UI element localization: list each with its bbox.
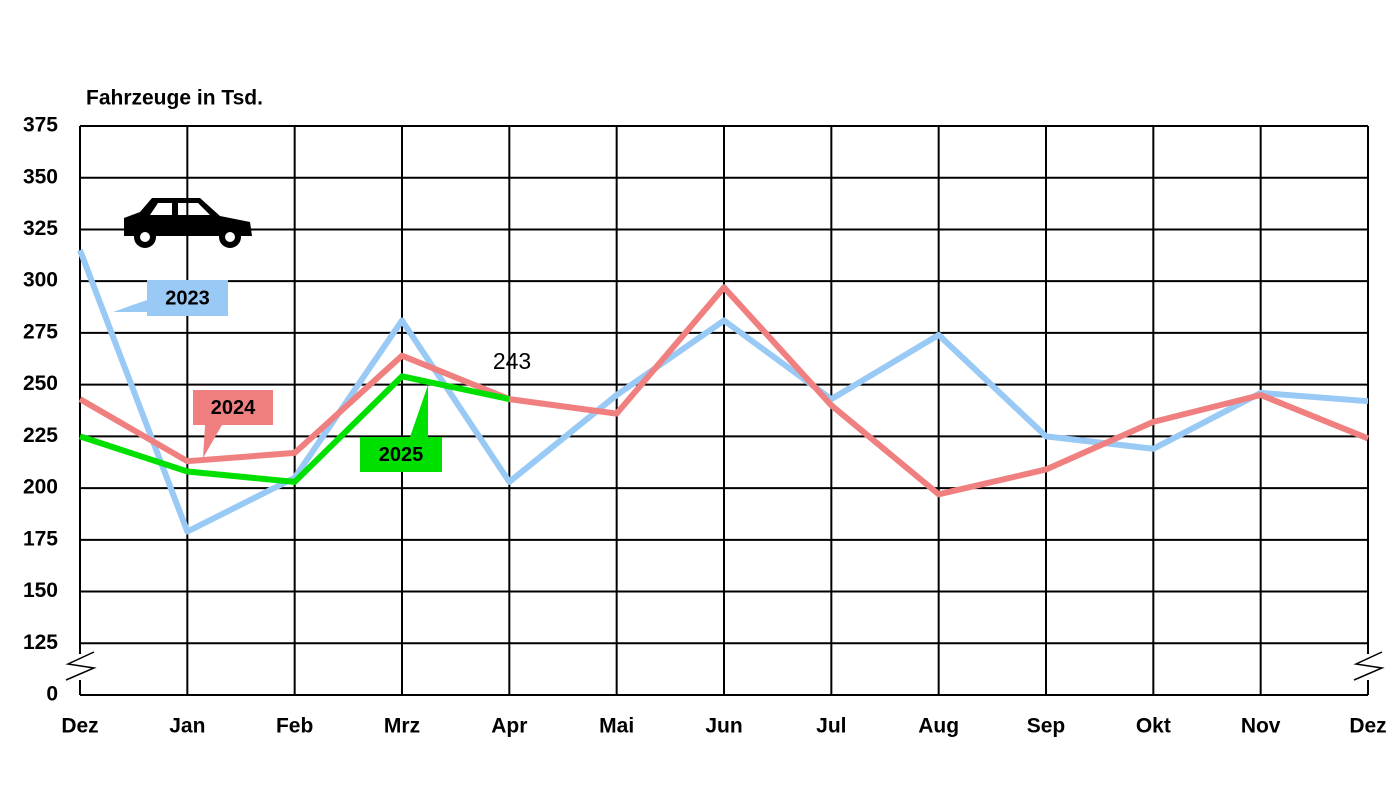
x-tick-label: Dez	[1349, 715, 1386, 738]
y-tick-label: 350	[23, 165, 58, 188]
x-tick-label: Okt	[1136, 715, 1171, 738]
y-tick-label: 275	[23, 320, 58, 343]
legend-label: 2025	[379, 444, 424, 466]
x-tick-label: Apr	[491, 715, 527, 738]
y-tick-label: 250	[23, 372, 58, 395]
y-tick-label: 300	[23, 269, 58, 292]
x-tick-label: Jun	[705, 715, 742, 738]
series-line	[79, 373, 510, 485]
legend-box	[147, 280, 228, 316]
legend-pointer	[410, 385, 428, 437]
x-tick-label: Sep	[1027, 715, 1066, 738]
legend-box	[193, 390, 273, 425]
x-tick-label: Mai	[599, 715, 634, 738]
axis-break	[1353, 651, 1385, 681]
y-tick-label: 0	[46, 683, 58, 706]
legend-box	[360, 437, 442, 472]
y-tick-label: 125	[23, 631, 58, 654]
x-tick-label: Nov	[1241, 715, 1281, 738]
y-tick-label: 225	[23, 424, 58, 447]
x-tick-label: Dez	[61, 715, 98, 738]
y-tick-label: 175	[23, 527, 58, 550]
legend-label: 2023	[165, 287, 210, 309]
chart-title: Fahrzeuge in Tsd.	[86, 87, 263, 110]
axis-break	[65, 651, 97, 681]
x-tick-label: Jan	[169, 715, 205, 738]
y-tick-label: 200	[23, 476, 58, 499]
y-tick-label: 150	[23, 579, 58, 602]
series-line	[78, 284, 1370, 498]
x-tick-label: Aug	[918, 715, 959, 738]
x-tick-label: Jul	[816, 715, 846, 738]
x-tick-label: Mrz	[384, 715, 420, 738]
legend-pointer	[113, 300, 147, 312]
x-tick-label: Feb	[276, 715, 313, 738]
y-tick-label: 375	[23, 114, 58, 137]
y-tick-label: 325	[23, 217, 58, 240]
annotation: 243	[493, 348, 531, 374]
legend-pointer	[203, 425, 222, 458]
legend-label: 2024	[211, 397, 256, 419]
